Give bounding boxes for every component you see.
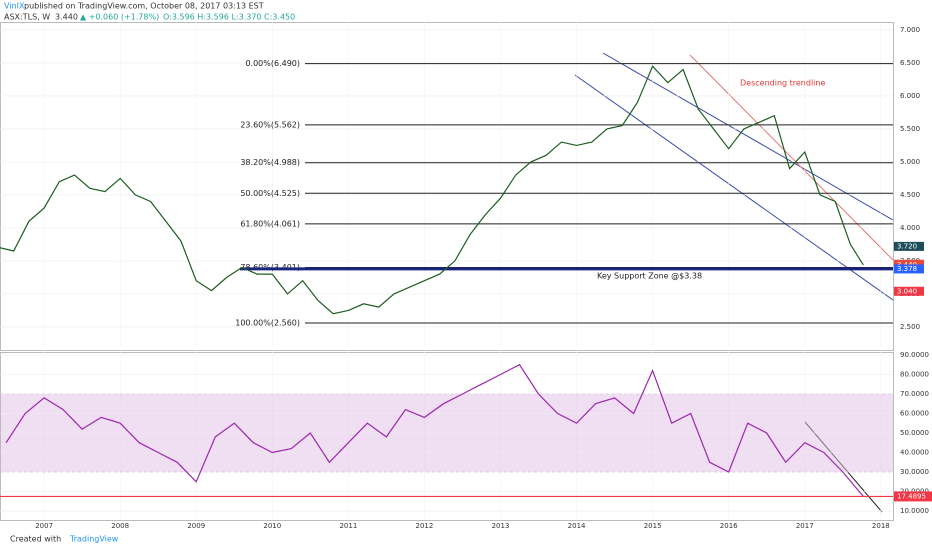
x-tick-label: 2018 [872, 522, 890, 530]
price-tag-label: 3.720 [897, 242, 917, 250]
channel-line [602, 52, 894, 221]
y-tick-label: 80.0000 [900, 370, 929, 378]
level-tag-label: 17.4895 [897, 492, 926, 500]
y-tick-label: 10.0000 [900, 507, 929, 515]
y-tick-label: 6.000 [900, 92, 920, 100]
x-tick-label: 2011 [339, 522, 357, 530]
y-tick-label: 30.0000 [900, 468, 929, 476]
fib-label: 50.00%(4.525) [240, 189, 300, 198]
price-tag [894, 241, 924, 251]
y-tick-label: 5.000 [900, 158, 920, 166]
trend-line [689, 54, 894, 261]
x-tick-label: 2015 [644, 522, 662, 530]
x-tick-label: 2016 [720, 522, 738, 530]
series-line [0, 65, 864, 315]
y-tick-label: 4.000 [900, 224, 920, 232]
price-tag [894, 286, 924, 296]
x-tick-label: 2008 [111, 522, 129, 530]
x-tick-label: 2010 [263, 522, 281, 530]
price-tag-label: 3.040 [897, 287, 917, 295]
price-tag-label: 3.378 [897, 265, 917, 273]
annotation: Descending trendline [740, 79, 825, 88]
y-tick-label: 5.500 [900, 125, 920, 133]
ohlc: O:3.596 H:3.596 L:3.370 C:3.450 [163, 13, 295, 22]
series-line [5, 363, 864, 497]
footer-created: Created with [10, 535, 61, 544]
support-label: Key Support Zone @$3.38 [597, 271, 702, 280]
change: ▲ +0.060 (+1.78%) [80, 13, 159, 22]
last: 3.440 [55, 13, 78, 22]
y-tick-label: 7.000 [900, 26, 920, 34]
fib-label: 61.80%(4.061) [240, 219, 300, 228]
fib-label: 0.00%(6.490) [245, 59, 300, 68]
y-tick-label: 40.0000 [900, 448, 929, 456]
x-tick-label: 2007 [35, 522, 53, 530]
y-tick-label: 90.0000 [900, 351, 929, 359]
rsi-pane [0, 352, 894, 521]
y-tick-label: 6.500 [900, 59, 920, 67]
x-tick-label: 2012 [416, 522, 434, 530]
y-tick-label: 60.0000 [900, 409, 929, 417]
y-tick-label: 70.0000 [900, 390, 929, 398]
symbol: ASX:TLS, W [4, 13, 50, 22]
x-tick-label: 2017 [796, 522, 814, 530]
y-tick-label: 50.0000 [900, 429, 929, 437]
published: published on TradingView.com, October 08… [24, 2, 264, 11]
fib-label: 100.00%(2.560) [235, 318, 300, 327]
price-tag [894, 264, 924, 274]
y-tick-label: 2.500 [900, 323, 920, 331]
footer-brand: TradingView [69, 535, 119, 544]
level-tag [894, 491, 932, 502]
x-tick-label: 2014 [568, 522, 586, 530]
price-pane [0, 22, 894, 351]
x-tick-label: 2009 [187, 522, 205, 530]
y-tick-label: 4.500 [900, 191, 920, 199]
fib-label: 38.20%(4.988) [240, 158, 300, 167]
channel-line [574, 74, 894, 301]
author: VinIX [4, 2, 25, 11]
fib-label: 23.60%(5.562) [240, 120, 300, 129]
x-tick-label: 2013 [492, 522, 510, 530]
